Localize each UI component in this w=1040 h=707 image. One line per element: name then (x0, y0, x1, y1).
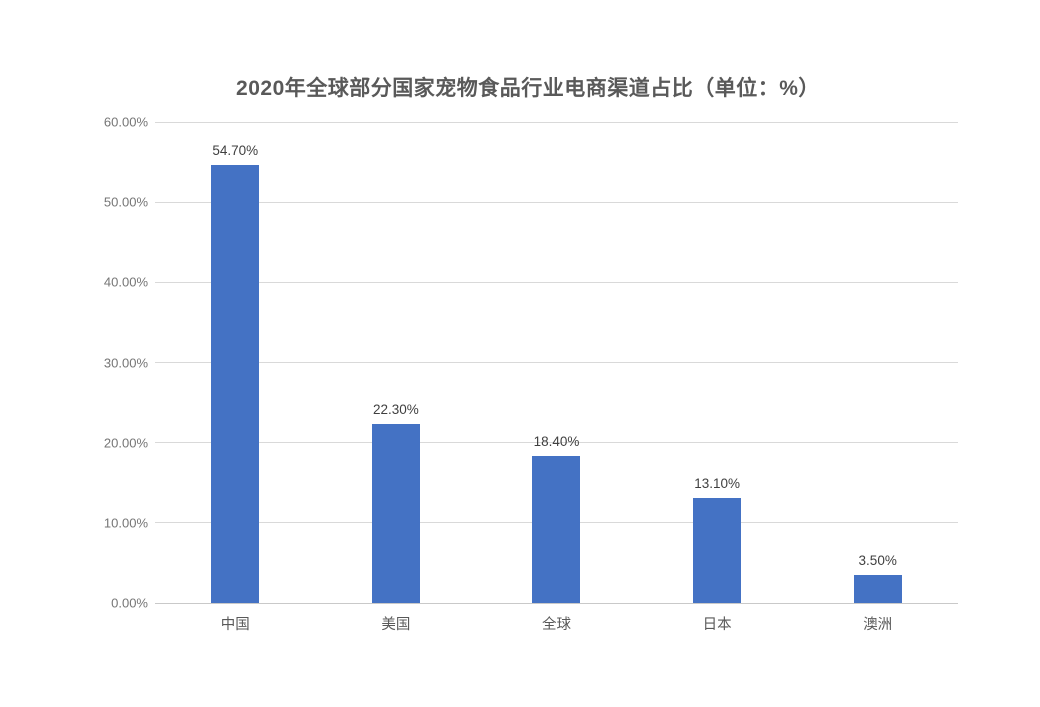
bar-value-label: 13.10% (694, 475, 740, 491)
y-tick-label: 0.00% (111, 595, 148, 611)
bar-2 (371, 424, 420, 603)
y-tick-label: 20.00% (103, 435, 148, 451)
category-slot: 54.70% 中国 (155, 122, 316, 633)
category-slot: 18.40% 全球 (476, 122, 637, 633)
bar-5 (853, 574, 902, 603)
y-tick-label: 10.00% (103, 515, 148, 531)
x-category-label: 澳洲 (863, 617, 893, 633)
y-tick-label: 60.00% (103, 114, 148, 130)
x-category-label: 美国 (381, 617, 411, 633)
bar-value-label: 18.40% (533, 433, 580, 449)
y-tick-label: 40.00% (103, 274, 148, 290)
x-category-label: 中国 (220, 617, 250, 633)
bar-value-label: 3.50% (858, 552, 897, 568)
x-axis-line (155, 602, 958, 604)
gridline (155, 121, 958, 123)
category-slot: 13.10% 日本 (637, 122, 798, 633)
bar-3 (532, 455, 581, 603)
gridline (155, 201, 958, 203)
bar-1 (211, 164, 260, 603)
x-category-label: 日本 (702, 617, 732, 633)
gridline (155, 281, 958, 283)
bar-4 (693, 497, 742, 603)
bar-value-label: 22.30% (372, 402, 419, 418)
y-tick-label: 30.00% (103, 355, 148, 370)
y-axis: 60.00% 50.00% 40.00% 30.00% 20.00% 10.00% 0.00… (0, 115, 148, 611)
category-slot: 3.50% 澳洲 (797, 122, 958, 633)
bar-value-label: 54.70% (212, 142, 259, 158)
y-tick-label: 50.00% (103, 194, 148, 210)
gridline (155, 362, 958, 363)
x-category-label: 全球 (541, 617, 571, 633)
plot-area: 54.70% 中国 22.30% 美国 18.40% 全球 13.10% 日本 3.50% 澳洲 (155, 121, 958, 633)
chart-title: 2020年全球部分国家宠物食品行业电商渠道占比（单位：%） (236, 77, 820, 100)
gridline (155, 442, 958, 444)
category-slot: 22.30% 美国 (316, 122, 477, 633)
